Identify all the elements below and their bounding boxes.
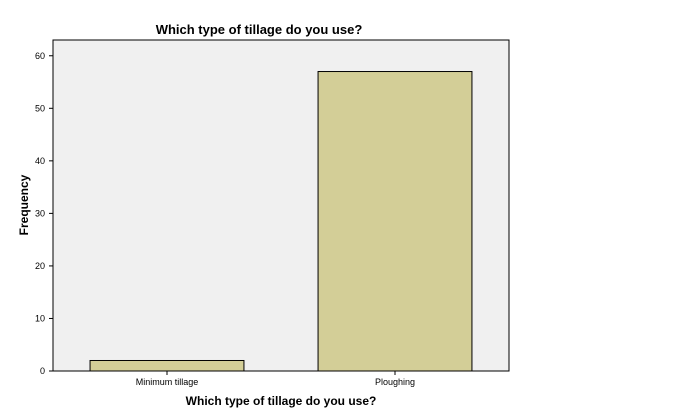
x-axis: Minimum tillage Ploughing <box>136 371 415 387</box>
bars-layer <box>89 71 473 372</box>
y-tick-label: 10 <box>35 313 45 323</box>
y-tick-label: 30 <box>35 208 45 218</box>
y-tick-label: 40 <box>35 156 45 166</box>
y-axis-label: Frequency <box>17 174 31 235</box>
x-tick-label: Minimum tillage <box>136 377 199 387</box>
y-tick-label: 60 <box>35 51 45 61</box>
x-tick-label: Ploughing <box>375 377 415 387</box>
y-axis: 0 10 20 30 40 50 60 <box>35 51 53 376</box>
bar-ploughing <box>317 71 473 372</box>
bar-minimum-tillage <box>89 359 245 372</box>
y-tick-label: 20 <box>35 261 45 271</box>
chart-title: Which type of tillage do you use? <box>156 22 363 37</box>
y-tick-label: 50 <box>35 103 45 113</box>
y-tick-label: 0 <box>40 366 45 376</box>
x-axis-label: Which type of tillage do you use? <box>186 394 377 408</box>
